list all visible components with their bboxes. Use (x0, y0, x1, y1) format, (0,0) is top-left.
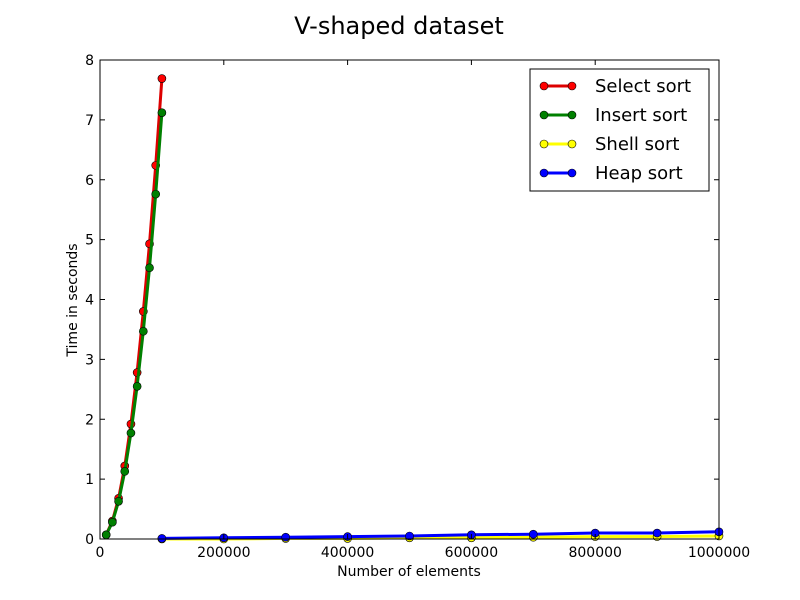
data-point (151, 189, 161, 199)
data-point (108, 517, 117, 527)
y-tick-label: 5 (85, 233, 94, 249)
data-point (528, 529, 538, 539)
data-point (139, 326, 148, 336)
legend-entry: Shell sort (539, 134, 679, 155)
data-point (120, 467, 130, 476)
series-line (104, 112, 164, 536)
legend-marker (539, 139, 549, 149)
data-point (405, 531, 414, 541)
legend-entry: Insert sort (539, 105, 687, 126)
x-tick-label: 0 (96, 545, 105, 561)
legend-marker (567, 139, 577, 149)
legend-entry: Select sort (539, 76, 691, 97)
data-point (101, 530, 111, 540)
series-line (161, 530, 720, 540)
legend: Select sort Insert sort Shell sort Heap sor… (529, 68, 710, 192)
data-point (157, 534, 167, 543)
data-point (157, 74, 167, 83)
y-tick-label: 1 (85, 472, 94, 488)
legend-label: Select sort (595, 76, 691, 97)
series-heap-sort (157, 527, 724, 543)
legend-label: Shell sort (595, 134, 679, 155)
legend-entry: Heap sort (539, 163, 683, 184)
data-point (114, 496, 123, 506)
data-point (652, 528, 662, 538)
legend-marker (567, 168, 577, 178)
y-tick-label: 4 (85, 293, 94, 309)
y-tick-label: 7 (85, 113, 94, 129)
x-tick-label: 600000 (445, 545, 498, 561)
data-point (145, 263, 154, 273)
legend-marker (539, 168, 549, 178)
axes-layer: 0 200000 400000 600000 800000 1000000 0 1 2 3 4 5 6 7… (85, 53, 750, 561)
y-axis-label: Time in seconds (65, 243, 81, 357)
y-tick-label: 0 (85, 532, 94, 548)
y-tick-label: 2 (85, 412, 94, 428)
data-point (157, 108, 167, 117)
x-tick-label: 1000000 (688, 545, 750, 561)
y-tick-label: 6 (85, 173, 94, 189)
legend-marker (567, 110, 577, 120)
chart-title: V-shaped dataset (294, 12, 504, 40)
legend-box (529, 68, 710, 192)
y-tick-label: 8 (85, 53, 94, 69)
y-tick-label: 3 (85, 352, 94, 368)
x-tick-label: 400000 (321, 545, 374, 561)
legend-label: Heap sort (595, 163, 683, 184)
legend-marker (539, 110, 549, 120)
legend-marker (567, 81, 577, 91)
x-tick-label: 800000 (568, 545, 621, 561)
x-tick-label: 200000 (197, 545, 250, 561)
legend-label: Insert sort (595, 105, 687, 126)
data-point (281, 532, 291, 542)
data-point (132, 382, 142, 391)
data-point (126, 428, 136, 438)
legend-marker (539, 81, 549, 91)
x-axis-label: Number of elements (337, 564, 481, 580)
series-layer (101, 74, 724, 544)
